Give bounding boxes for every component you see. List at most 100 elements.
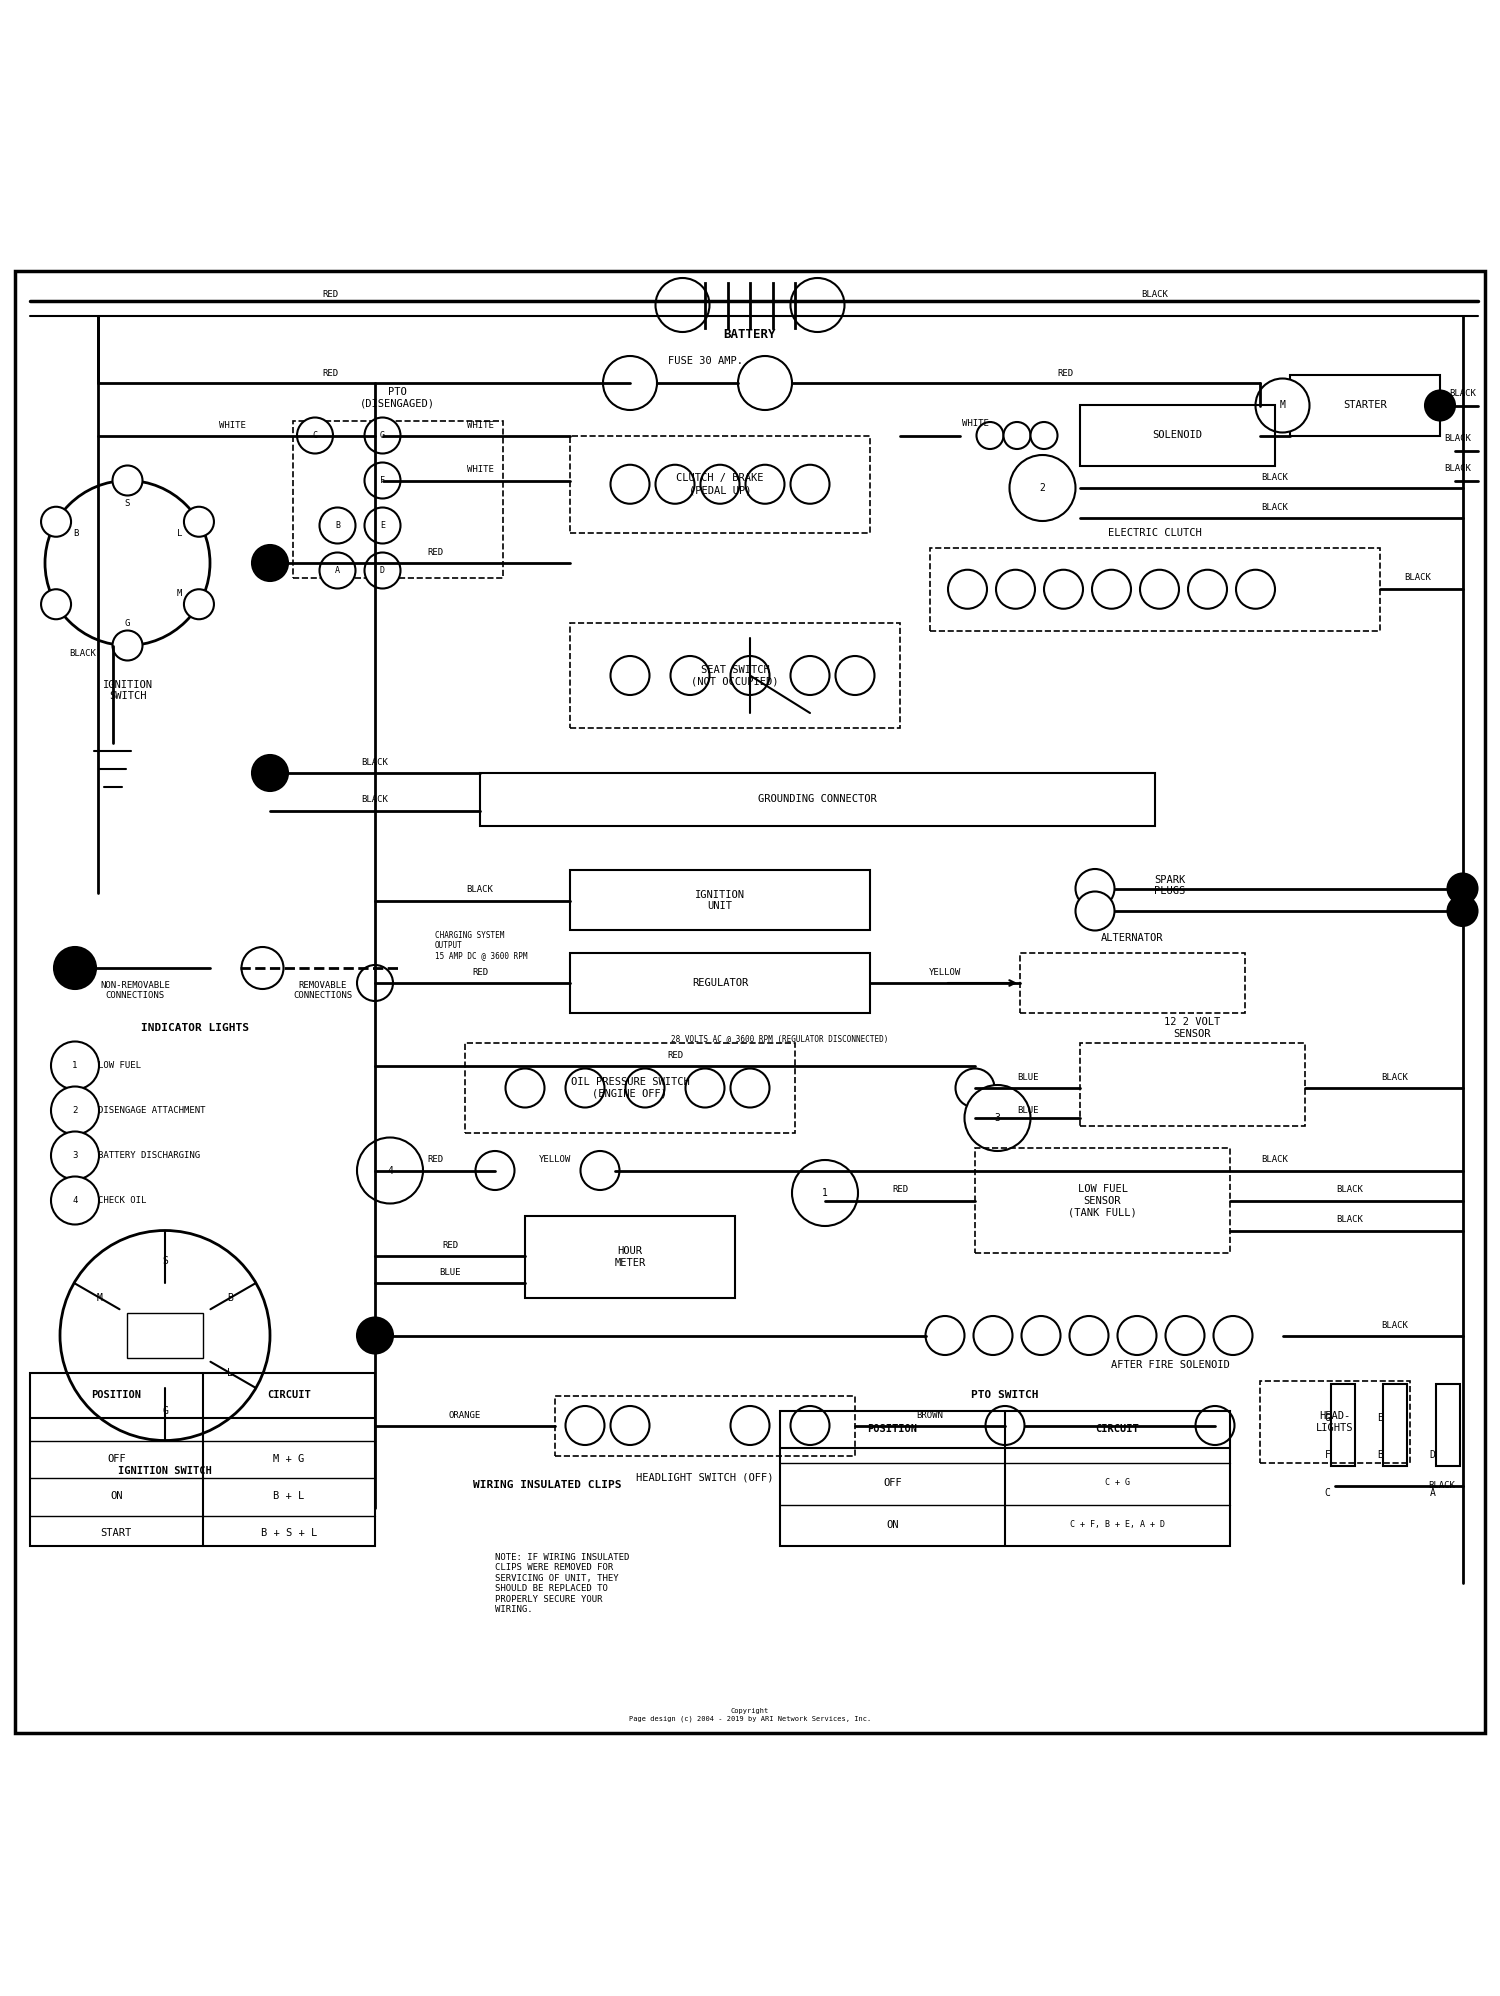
Text: E: E xyxy=(380,521,386,531)
Text: 3: 3 xyxy=(72,1152,78,1160)
Text: POSITION: POSITION xyxy=(867,1423,918,1433)
Text: B + S + L: B + S + L xyxy=(261,1529,316,1539)
Text: CIRCUIT: CIRCUIT xyxy=(1095,1423,1140,1433)
Text: A: A xyxy=(1430,1487,1436,1499)
Circle shape xyxy=(730,1405,770,1445)
Circle shape xyxy=(1030,421,1057,449)
Circle shape xyxy=(252,545,288,581)
Circle shape xyxy=(610,465,650,503)
Text: BLACK: BLACK xyxy=(362,758,388,766)
Circle shape xyxy=(364,417,400,453)
Circle shape xyxy=(956,1068,994,1108)
Text: WHITE: WHITE xyxy=(466,421,494,429)
Circle shape xyxy=(1092,569,1131,609)
Bar xyxy=(30,1373,375,1545)
Text: C + F, B + E, A + D: C + F, B + E, A + D xyxy=(1070,1521,1166,1529)
Text: BROWN: BROWN xyxy=(916,1411,944,1419)
Text: C + G: C + G xyxy=(1106,1477,1130,1487)
Bar xyxy=(1330,1383,1354,1465)
Circle shape xyxy=(1196,1405,1234,1445)
Bar xyxy=(480,772,1155,826)
Text: B: B xyxy=(334,521,340,531)
Circle shape xyxy=(976,421,1004,449)
Circle shape xyxy=(656,465,694,503)
Circle shape xyxy=(1076,892,1114,930)
Circle shape xyxy=(566,1068,604,1108)
Circle shape xyxy=(252,754,288,790)
Text: DISENGAGE ATTACHMENT: DISENGAGE ATTACHMENT xyxy=(98,1106,206,1116)
Text: AFTER FIRE SOLENOID: AFTER FIRE SOLENOID xyxy=(1110,1361,1230,1371)
Text: C: C xyxy=(312,431,318,439)
Circle shape xyxy=(1236,569,1275,609)
Circle shape xyxy=(746,465,784,503)
Circle shape xyxy=(357,964,393,1002)
Text: SOLENOID: SOLENOID xyxy=(1152,431,1203,441)
Bar xyxy=(570,870,870,930)
Text: G: G xyxy=(162,1405,168,1415)
Circle shape xyxy=(790,465,830,503)
Circle shape xyxy=(790,657,830,695)
Text: SPARK
PLUGS: SPARK PLUGS xyxy=(1155,874,1185,896)
Text: NOTE: IF WIRING INSULATED
CLIPS WERE REMOVED FOR
SERVICING OF UNIT, THEY
SHOULD : NOTE: IF WIRING INSULATED CLIPS WERE REM… xyxy=(495,1553,630,1615)
Text: NON-REMOVABLE
CONNECTIONS: NON-REMOVABLE CONNECTIONS xyxy=(100,980,170,1000)
Bar xyxy=(465,1044,795,1134)
Text: ALTERNATOR: ALTERNATOR xyxy=(1101,932,1164,942)
Text: RED: RED xyxy=(427,549,442,557)
Text: 1: 1 xyxy=(822,1188,828,1198)
Text: BLACK: BLACK xyxy=(1262,473,1288,481)
Text: ON: ON xyxy=(110,1491,123,1501)
Circle shape xyxy=(1076,868,1114,908)
Circle shape xyxy=(184,507,214,537)
Text: M: M xyxy=(1280,401,1286,411)
Text: OFF: OFF xyxy=(106,1453,126,1463)
Text: IGNITION SWITCH: IGNITION SWITCH xyxy=(118,1465,211,1475)
Circle shape xyxy=(610,1405,650,1445)
Circle shape xyxy=(51,1132,99,1180)
Text: RED: RED xyxy=(892,1186,908,1194)
Bar xyxy=(1020,952,1245,1014)
Circle shape xyxy=(948,569,987,609)
Text: WHITE: WHITE xyxy=(466,465,494,475)
Text: RED: RED xyxy=(427,1156,442,1164)
Text: RED: RED xyxy=(322,369,338,379)
Text: ELECTRIC CLUTCH: ELECTRIC CLUTCH xyxy=(1108,529,1202,539)
Text: M + G: M + G xyxy=(273,1453,304,1463)
Circle shape xyxy=(700,465,740,503)
Text: WIRING INSULATED CLIPS: WIRING INSULATED CLIPS xyxy=(474,1481,621,1491)
Text: G: G xyxy=(124,619,130,627)
Text: WHITE: WHITE xyxy=(962,419,988,427)
Text: WHITE: WHITE xyxy=(219,421,246,429)
Text: YELLOW: YELLOW xyxy=(928,968,962,976)
Text: INDICATOR LIGHTS: INDICATOR LIGHTS xyxy=(141,1024,249,1034)
Text: Copyright
Page design (c) 2004 - 2019 by ARI Network Services, Inc.: Copyright Page design (c) 2004 - 2019 by… xyxy=(628,1709,872,1723)
Circle shape xyxy=(986,1405,1024,1445)
Text: B: B xyxy=(74,529,78,537)
Bar xyxy=(570,952,870,1014)
Circle shape xyxy=(1004,421,1031,449)
Text: CHARGING SYSTEM
OUTPUT
15 AMP DC @ 3600 RPM: CHARGING SYSTEM OUTPUT 15 AMP DC @ 3600 … xyxy=(435,930,528,960)
Bar xyxy=(555,1395,855,1455)
Circle shape xyxy=(54,946,96,988)
Text: START: START xyxy=(100,1529,132,1539)
Circle shape xyxy=(1214,1315,1252,1355)
Circle shape xyxy=(566,1405,604,1445)
Text: D: D xyxy=(380,567,386,575)
Circle shape xyxy=(51,1176,99,1224)
Text: 1: 1 xyxy=(72,1062,78,1070)
Text: G: G xyxy=(1324,1413,1330,1423)
Text: BLUE: BLUE xyxy=(1017,1074,1038,1082)
Circle shape xyxy=(320,553,356,589)
Text: BLACK: BLACK xyxy=(69,649,96,657)
Text: HOUR
METER: HOUR METER xyxy=(615,1246,645,1267)
Text: FUSE 30 AMP.: FUSE 30 AMP. xyxy=(668,355,742,365)
Circle shape xyxy=(730,657,770,695)
Circle shape xyxy=(45,481,210,645)
Text: SEAT SWITCH
(NOT OCCUPIED): SEAT SWITCH (NOT OCCUPIED) xyxy=(692,665,778,687)
Bar xyxy=(780,1411,1230,1545)
Circle shape xyxy=(364,463,400,499)
Text: RED: RED xyxy=(442,1242,458,1249)
Text: PTO SWITCH: PTO SWITCH xyxy=(972,1391,1038,1401)
Circle shape xyxy=(996,569,1035,609)
Text: BLUE: BLUE xyxy=(1017,1106,1038,1116)
Text: BLACK: BLACK xyxy=(1262,1156,1288,1164)
